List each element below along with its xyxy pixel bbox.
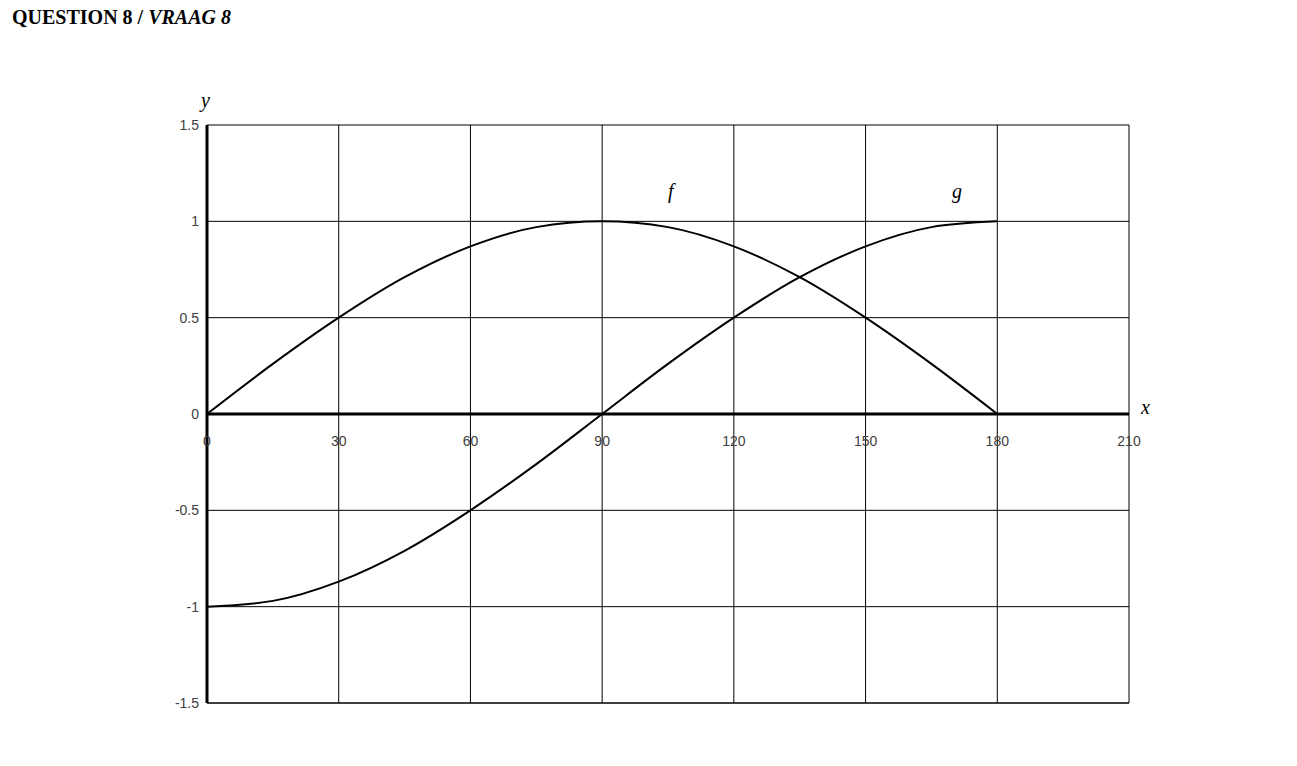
svg-text:90: 90 xyxy=(594,433,610,449)
svg-text:1.5: 1.5 xyxy=(180,117,200,133)
html-text:g: g xyxy=(952,180,962,202)
html-text:QUESTION 8 / VRAAG 8: QUESTION 8 / VRAAG 8 xyxy=(12,6,231,28)
svg-text:60: 60 xyxy=(463,433,479,449)
html-text:y: y xyxy=(201,89,210,111)
svg-text:0.5: 0.5 xyxy=(180,310,200,326)
html-text:f: f xyxy=(668,180,674,202)
svg-text:120: 120 xyxy=(722,433,746,449)
svg-text:1: 1 xyxy=(191,213,199,229)
svg-text:-0.5: -0.5 xyxy=(175,502,199,518)
svg-text:-1: -1 xyxy=(187,599,200,615)
html-text:x: x xyxy=(1141,396,1150,418)
svg-text:0: 0 xyxy=(191,406,199,422)
svg-text:150: 150 xyxy=(854,433,878,449)
svg-text:180: 180 xyxy=(986,433,1010,449)
svg-text:30: 30 xyxy=(331,433,347,449)
svg-text:-1.5: -1.5 xyxy=(175,695,199,711)
svg-text:0: 0 xyxy=(203,433,211,449)
svg-text:210: 210 xyxy=(1117,433,1141,449)
